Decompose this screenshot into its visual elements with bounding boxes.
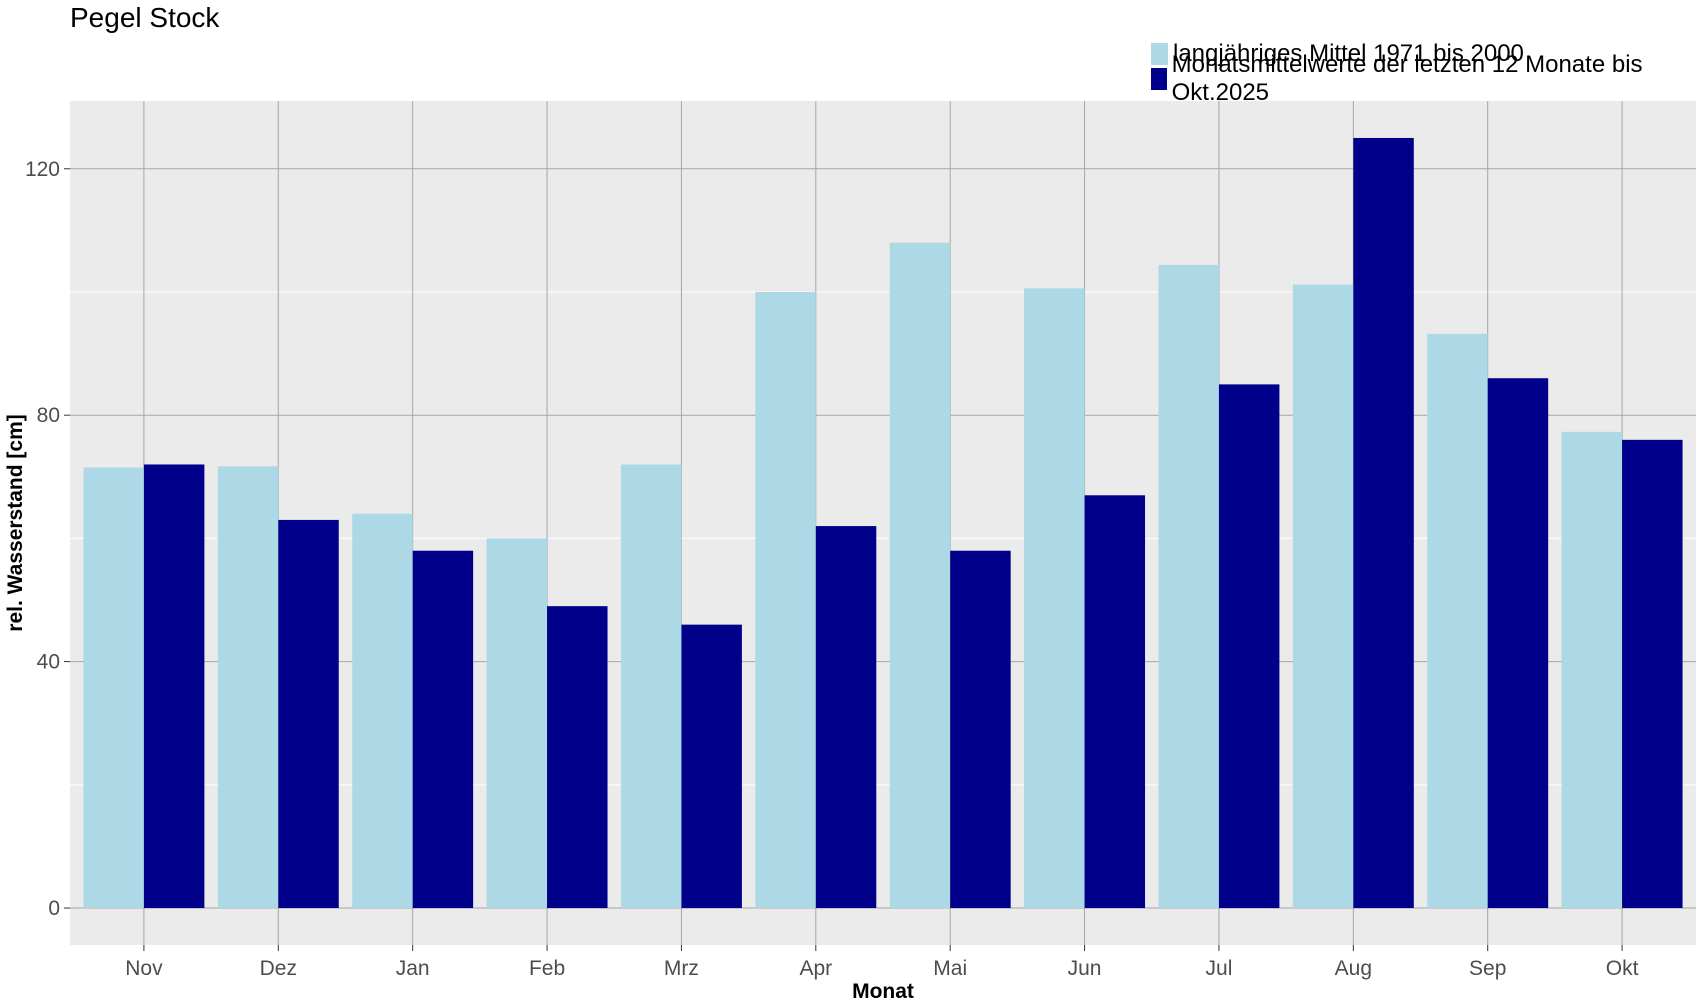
plot-panel [70, 101, 1696, 945]
x-tick-label-dez: Dez [260, 957, 297, 980]
bar-recent-feb [547, 606, 608, 909]
legend-swatch-longterm [1151, 42, 1168, 65]
x-tick-label-apr: Apr [799, 957, 832, 980]
x-tick-label-okt: Okt [1606, 957, 1639, 980]
bar-recent-okt [1622, 439, 1683, 909]
bar-longterm-nov [83, 467, 144, 909]
bar-recent-jun [1084, 495, 1146, 909]
x-tick-label-sep: Sep [1469, 957, 1506, 980]
bar-longterm-dez [217, 466, 279, 909]
bar-longterm-aug [1292, 284, 1354, 909]
legend-label-longterm: langjähriges Mittel 1971 bis 2000 [1173, 39, 1524, 67]
bar-longterm-apr [755, 291, 816, 909]
bar-longterm-jul [1158, 264, 1219, 909]
bar-recent-jan [412, 550, 474, 909]
x-tick-label-feb: Feb [529, 957, 565, 980]
y-tick-label: 120 [25, 158, 60, 181]
bar-longterm-feb [486, 538, 548, 909]
x-axis-title: Monat [852, 980, 914, 1000]
bar-recent-aug [1353, 137, 1414, 909]
legend: langjähriges Mittel 1971 bis 2000 Monats… [1151, 39, 1700, 106]
bar-recent-jul [1218, 384, 1280, 909]
bar-recent-nov [143, 464, 205, 909]
bar-recent-sep [1487, 378, 1549, 909]
bar-longterm-okt [1561, 431, 1623, 909]
x-tick-label-jun: Jun [1068, 957, 1102, 980]
bar-longterm-mrz [620, 464, 682, 909]
bar-longterm-jun [1024, 288, 1085, 909]
bar-recent-dez [278, 519, 339, 909]
legend-label-recent: Monatsmittelwerte der letzten 12 Monate … [1171, 50, 1643, 106]
x-tick-label-jul: Jul [1206, 957, 1233, 980]
y-tick-label: 40 [37, 651, 60, 674]
bar-longterm-mai [889, 242, 951, 909]
legend-item-longterm: langjähriges Mittel 1971 bis 2000 [1151, 39, 1700, 67]
y-tick-label: 0 [48, 897, 60, 920]
legend-item-recent: Monatsmittelwerte der letzten 12 Monate … [1151, 51, 1700, 106]
x-tick-label-nov: Nov [125, 957, 163, 980]
bar-recent-mai [950, 550, 1011, 909]
bar-longterm-jan [352, 513, 413, 909]
bar-longterm-sep [1427, 333, 1488, 909]
chart-title: Pegel Stock [70, 2, 220, 33]
bar-recent-mrz [681, 624, 742, 909]
x-tick-label-mai: Mai [933, 957, 967, 980]
bar-recent-apr [815, 526, 877, 909]
y-tick-label: 80 [37, 404, 60, 427]
legend-swatch-recent [1151, 67, 1167, 90]
y-axis-title: rel. Wasserstand [cm] [4, 414, 27, 631]
x-tick-label-jan: Jan [396, 957, 430, 980]
x-tick-label-mrz: Mrz [664, 957, 699, 980]
x-tick-label-aug: Aug [1335, 957, 1372, 980]
